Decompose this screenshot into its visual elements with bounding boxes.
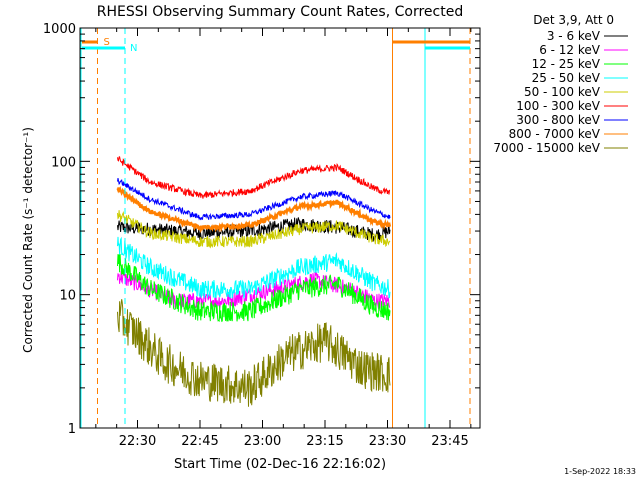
plot-frame [79, 27, 481, 429]
y-tick-label: 1000 [43, 22, 76, 37]
x-axis-label: Start Time (02-Dec-16 22:16:02) [174, 457, 386, 472]
y-axis-ticks: 1 10 100 1000 [43, 22, 480, 437]
series-line-5 [117, 210, 391, 249]
series-line-3 [117, 254, 391, 323]
series-line-7 [117, 178, 391, 221]
x-tick-label: 23:30 [369, 434, 406, 449]
x-axis-ticks: 22:30 22:45 23:00 23:15 23:30 23:45 [95, 28, 472, 449]
x-tick-label: 23:15 [306, 434, 343, 449]
marker-layer: SN [80, 28, 471, 428]
series-layer [116, 156, 392, 407]
x-tick-label: 22:30 [119, 434, 156, 449]
y-tick-label: 100 [51, 155, 76, 170]
legend-label: 6 - 12 keV [539, 43, 601, 57]
y-tick-label: 1 [68, 422, 76, 437]
series-line-9 [117, 299, 391, 407]
y-tick-label: 10 [59, 289, 76, 304]
legend-label: 300 - 800 keV [516, 113, 600, 127]
series-line-4 [117, 236, 391, 299]
chart-title: RHESSI Observing Summary Count Rates, Co… [97, 4, 463, 20]
y-axis-label: Corrected Count Rate (s⁻¹ detector⁻¹) [21, 127, 35, 353]
x-tick-label: 22:45 [181, 434, 218, 449]
date-stamp: 1-Sep-2022 18:33 [564, 467, 636, 476]
legend-label: 7000 - 15000 keV [493, 141, 600, 155]
legend-label: 100 - 300 keV [516, 99, 600, 113]
legend-label: 12 - 25 keV [532, 57, 601, 71]
legend-label: 800 - 7000 keV [509, 127, 601, 141]
legend-label: 3 - 6 keV [547, 29, 601, 43]
night-marker-label: N [130, 43, 137, 54]
x-tick-label: 23:00 [244, 434, 281, 449]
saa-marker-label: S [104, 37, 110, 48]
legend-title: Det 3,9, Att 0 [533, 13, 614, 27]
legend-label: 50 - 100 keV [524, 85, 601, 99]
series-line-6 [117, 156, 391, 199]
x-tick-label: 23:45 [431, 434, 468, 449]
series-line-8 [116, 186, 392, 234]
legend-label: 25 - 50 keV [532, 71, 601, 85]
